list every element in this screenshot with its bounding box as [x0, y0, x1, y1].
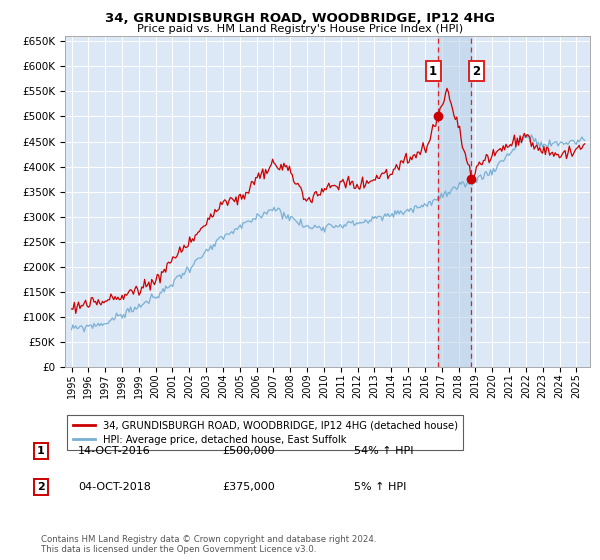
- Text: 2: 2: [472, 64, 480, 78]
- Text: Contains HM Land Registry data © Crown copyright and database right 2024.
This d: Contains HM Land Registry data © Crown c…: [41, 535, 376, 554]
- Bar: [438, 36, 471, 367]
- Legend: 34, GRUNDISBURGH ROAD, WOODBRIDGE, IP12 4HG (detached house), HPI: Average price: 34, GRUNDISBURGH ROAD, WOODBRIDGE, IP12 …: [67, 415, 463, 450]
- Text: Price paid vs. HM Land Registry's House Price Index (HPI): Price paid vs. HM Land Registry's House …: [137, 24, 463, 34]
- Text: 2: 2: [37, 482, 44, 492]
- Text: 1: 1: [37, 446, 44, 456]
- Text: 04-OCT-2018: 04-OCT-2018: [78, 482, 151, 492]
- Text: £375,000: £375,000: [222, 482, 275, 492]
- Text: 5% ↑ HPI: 5% ↑ HPI: [354, 482, 406, 492]
- Text: £500,000: £500,000: [222, 446, 275, 456]
- Text: 14-OCT-2016: 14-OCT-2016: [78, 446, 151, 456]
- Text: 54% ↑ HPI: 54% ↑ HPI: [354, 446, 413, 456]
- Text: 1: 1: [429, 64, 437, 78]
- Text: 34, GRUNDISBURGH ROAD, WOODBRIDGE, IP12 4HG: 34, GRUNDISBURGH ROAD, WOODBRIDGE, IP12 …: [105, 12, 495, 25]
